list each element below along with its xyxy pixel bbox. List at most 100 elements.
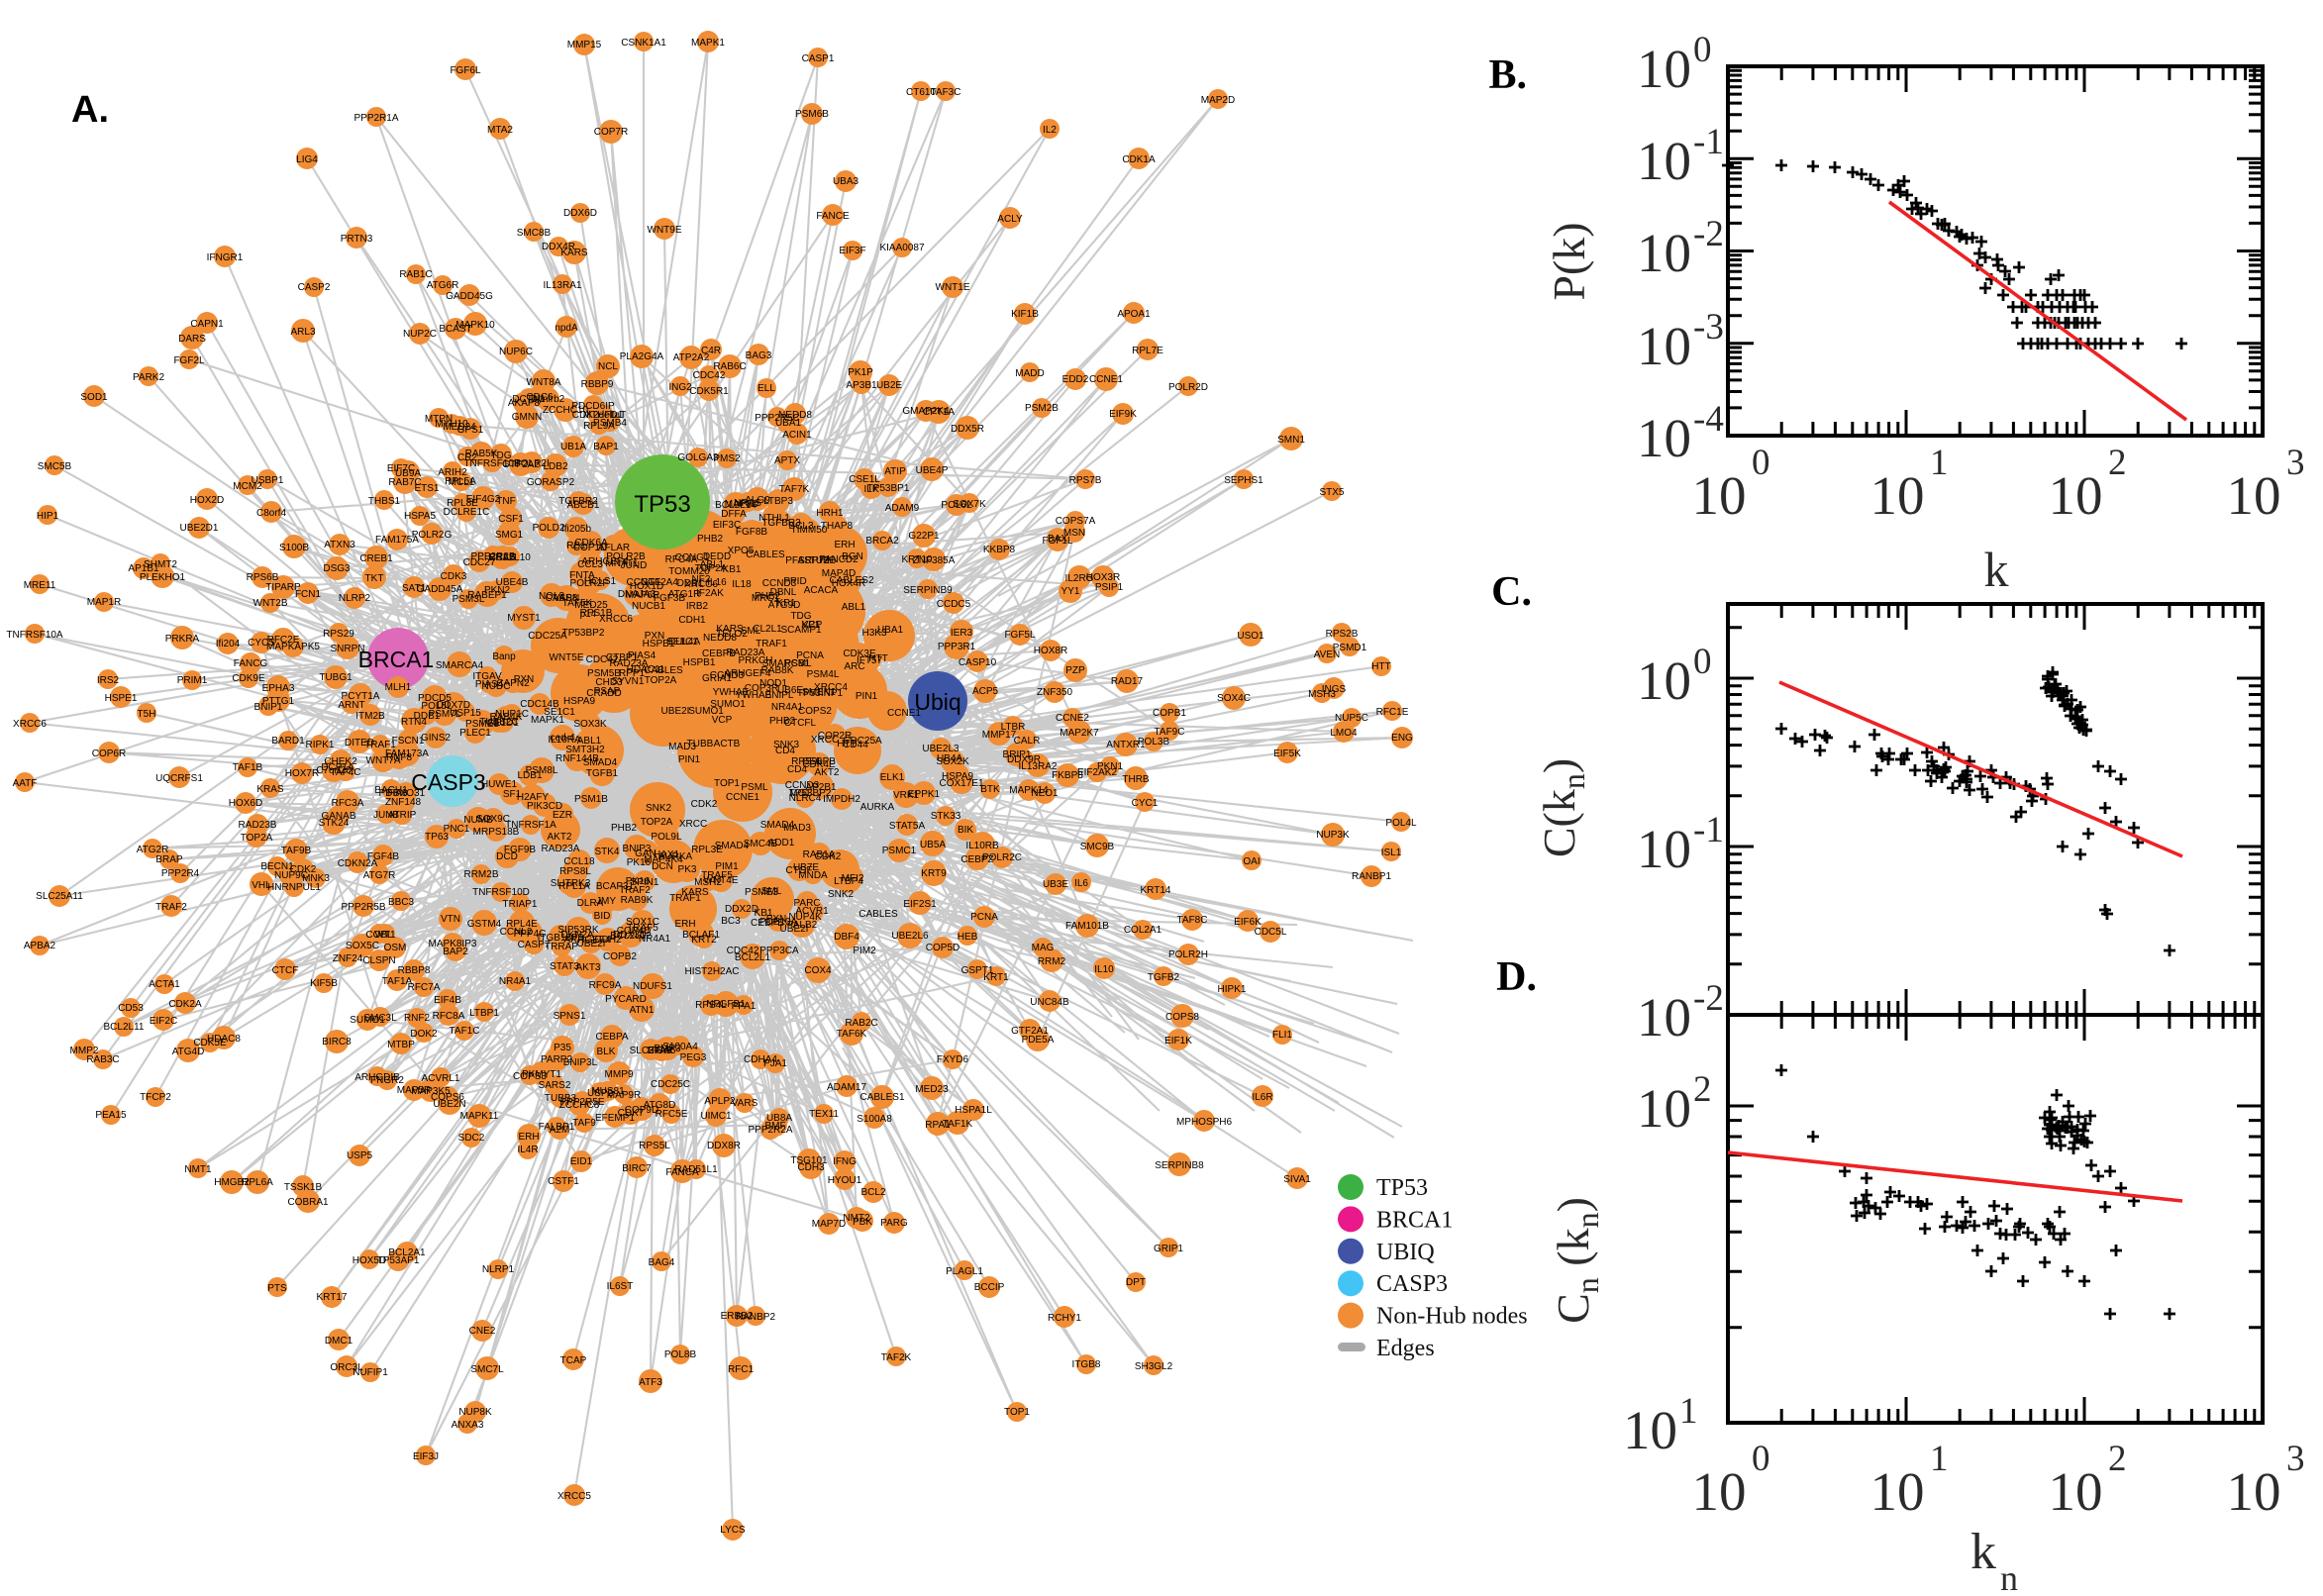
svg-text:NMT2: NMT2	[843, 1213, 870, 1224]
svg-text:CDK2: CDK2	[691, 799, 718, 810]
svg-text:ATP2A2: ATP2A2	[673, 352, 710, 363]
svg-text:RAD23A: RAD23A	[610, 658, 649, 669]
svg-text:Ubiq: Ubiq	[914, 689, 960, 715]
svg-text:k: k	[1970, 1524, 1996, 1580]
svg-text:UBE2I: UBE2I	[577, 939, 606, 949]
svg-text:MAP2K7: MAP2K7	[1060, 728, 1099, 739]
svg-text:EIF2C: EIF2C	[150, 1016, 177, 1027]
svg-text:C8orf4: C8orf4	[256, 508, 286, 519]
svg-text:IL2: IL2	[1043, 125, 1057, 136]
svg-text:RAB9K: RAB9K	[621, 895, 654, 906]
svg-text:-1: -1	[1693, 810, 1724, 850]
svg-text:AATF: AATF	[13, 778, 38, 789]
svg-text:CASP2: CASP2	[298, 282, 331, 293]
svg-text:ARHGEF4: ARHGEF4	[724, 668, 771, 679]
svg-text:FNGR2: FNGR2	[370, 1075, 404, 1086]
svg-text:XRCC6: XRCC6	[13, 719, 47, 730]
svg-text:POLR2C: POLR2C	[982, 852, 1022, 863]
svg-text:SOX9C: SOX9C	[476, 814, 510, 825]
svg-text:EPHA3: EPHA3	[262, 683, 295, 694]
svg-text:PSIP1: PSIP1	[1095, 582, 1124, 593]
svg-text:RPS6B: RPS6B	[247, 572, 279, 583]
svg-text:EIF2AK2: EIF2AK2	[1077, 767, 1117, 778]
svg-text:CASP1: CASP1	[802, 53, 835, 64]
svg-text:RFC7A: RFC7A	[408, 982, 441, 993]
svg-text:ACACA: ACACA	[804, 585, 839, 596]
svg-text:CREB1: CREB1	[359, 553, 393, 564]
svg-text:THRB: THRB	[1122, 774, 1150, 785]
svg-text:IL6: IL6	[1074, 878, 1088, 889]
svg-text:ISL1: ISL1	[1381, 848, 1402, 858]
svg-text:10: 10	[1637, 223, 1691, 283]
svg-text:RPS7B: RPS7B	[1069, 475, 1102, 486]
svg-text:CEBPB: CEBPB	[751, 918, 784, 929]
svg-text:FGF6L: FGF6L	[450, 65, 481, 76]
svg-text:NLRC4: NLRC4	[789, 793, 822, 804]
svg-text:RANBP1: RANBP1	[1352, 871, 1391, 882]
svg-text:THBS1: THBS1	[368, 496, 401, 507]
svg-text:MNK3: MNK3	[302, 873, 330, 884]
svg-text:CDK6A: CDK6A	[574, 538, 608, 549]
svg-text:BRAP: BRAP	[155, 854, 183, 865]
svg-text:COPS3: COPS3	[513, 1071, 547, 1082]
svg-text:MTBP: MTBP	[387, 1040, 415, 1050]
svg-text:GADD45G: GADD45G	[446, 291, 493, 302]
svg-text:CR2: CR2	[457, 452, 477, 463]
svg-text:FAM101B: FAM101B	[1065, 921, 1109, 932]
svg-text:CDC42: CDC42	[586, 654, 619, 665]
svg-text:-4: -4	[1693, 399, 1724, 440]
svg-text:RPS29: RPS29	[323, 629, 354, 640]
svg-text:DCD: DCD	[496, 851, 518, 862]
svg-text:ARHGEF4: ARHGEF4	[581, 556, 629, 567]
svg-text:KRT9: KRT9	[921, 868, 947, 879]
svg-text:UBE2L3: UBE2L3	[922, 744, 960, 754]
svg-text:PRTN3: PRTN3	[341, 234, 373, 245]
svg-text:IFNGR1: IFNGR1	[207, 252, 244, 263]
svg-text:UBA1: UBA1	[877, 625, 904, 636]
svg-text:TRAF5: TRAF5	[627, 923, 658, 934]
svg-text:BGN: BGN	[842, 551, 863, 562]
svg-text:BIRC7: BIRC7	[622, 1163, 652, 1174]
svg-text:BCL2L11: BCL2L11	[104, 1022, 145, 1033]
svg-text:AP2B1: AP2B1	[805, 782, 837, 793]
svg-text:APBA2: APBA2	[24, 941, 56, 951]
svg-text:MAP7D: MAP7D	[812, 1219, 846, 1230]
svg-text:GORASP2: GORASP2	[527, 477, 575, 488]
svg-text:Ifi205b: Ifi205b	[561, 524, 591, 535]
svg-text:COX4: COX4	[804, 965, 832, 976]
svg-text:SNK2: SNK2	[828, 889, 855, 900]
svg-text:NDUFS1: NDUFS1	[633, 981, 672, 992]
svg-text:TRAF2: TRAF2	[155, 902, 187, 913]
svg-text:C7orf20: C7orf20	[316, 765, 352, 776]
svg-text:UB8A: UB8A	[766, 1113, 792, 1124]
svg-text:TKT: TKT	[365, 573, 384, 584]
svg-text:TUBB: TUBB	[687, 739, 714, 749]
svg-text:OSM: OSM	[384, 943, 407, 953]
svg-text:HTT: HTT	[868, 653, 887, 664]
svg-text:BMF: BMF	[764, 1121, 785, 1132]
svg-text:DKN2A: DKN2A	[560, 930, 594, 941]
svg-text:SMC7L: SMC7L	[470, 1364, 504, 1375]
svg-text:ACVRL1: ACVRL1	[422, 1073, 460, 1084]
svg-text:DDX6D: DDX6D	[563, 208, 597, 219]
svg-text:WNT9E: WNT9E	[648, 225, 682, 236]
svg-text:FANCG: FANCG	[234, 658, 268, 669]
svg-text:FKBP8: FKBP8	[1052, 770, 1083, 781]
svg-text:CD4: CD4	[775, 746, 795, 756]
svg-text:RPS5L: RPS5L	[639, 1141, 670, 1151]
svg-text:WNT5E: WNT5E	[550, 652, 584, 663]
svg-text:HSPB1: HSPB1	[643, 639, 675, 649]
svg-text:KRT1: KRT1	[983, 972, 1009, 983]
svg-text:RNF2: RNF2	[404, 1013, 431, 1024]
svg-text:RAD17: RAD17	[1111, 676, 1144, 687]
svg-text:FGF4B: FGF4B	[367, 851, 400, 862]
svg-text:CT610: CT610	[906, 87, 936, 98]
svg-text:LTBP4: LTBP4	[834, 876, 863, 887]
svg-text:NOL3: NOL3	[539, 591, 565, 602]
svg-text:COL2A1: COL2A1	[1124, 925, 1162, 936]
svg-text:DCN: DCN	[652, 861, 673, 872]
svg-text:NR4A1: NR4A1	[639, 934, 671, 945]
svg-text:COP9D: COP9D	[625, 1105, 658, 1116]
svg-text:PYCARD: PYCARD	[605, 994, 647, 1005]
svg-text:ARIH2: ARIH2	[438, 467, 467, 478]
